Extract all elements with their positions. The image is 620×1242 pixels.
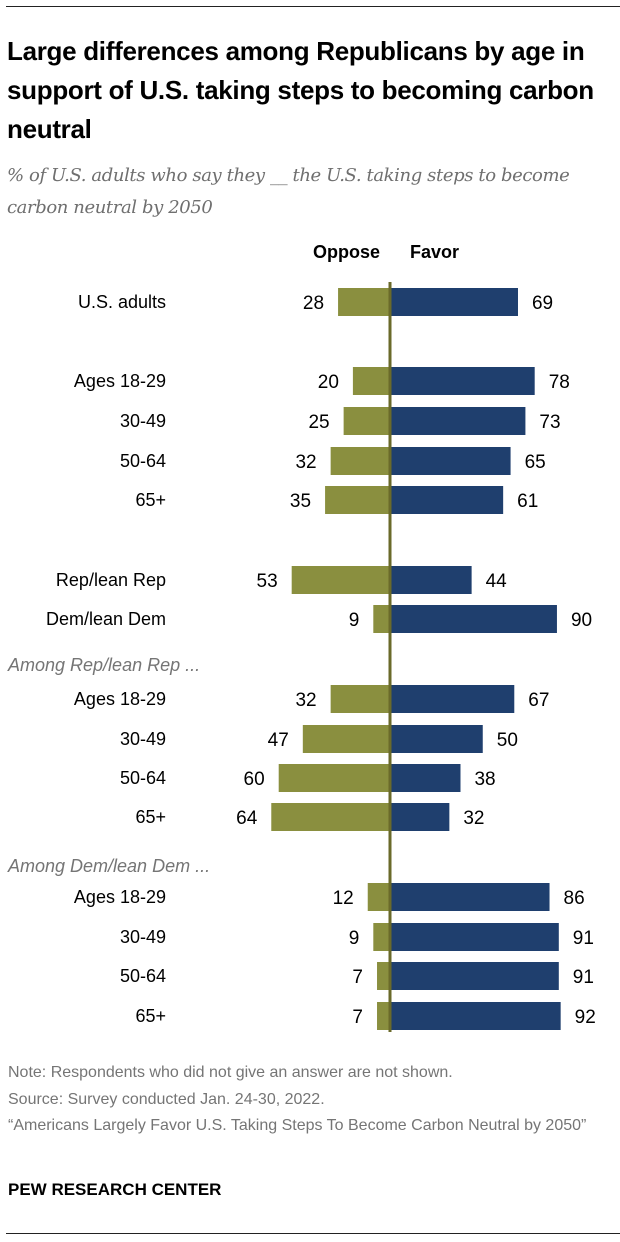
category-label: 30-49: [120, 411, 166, 431]
value-label-oppose: 9: [349, 610, 360, 631]
bar-oppose: [330, 685, 390, 713]
bar-oppose: [343, 407, 390, 435]
value-label-favor: 92: [575, 1007, 596, 1028]
value-label-oppose: 7: [352, 1007, 363, 1028]
chart-title: Large differences among Republicans by a…: [7, 36, 594, 144]
group-label: Among Rep/lean Rep ...: [7, 655, 200, 675]
diverging-bar-chart: Oppose Favor Among Rep/lean Rep ... Among D…: [7, 242, 596, 1032]
category-label: 50-64: [120, 451, 166, 471]
bar-oppose: [291, 566, 390, 594]
category-label: 50-64: [120, 966, 166, 986]
bar-oppose: [271, 803, 390, 831]
category-label: Dem/lean Dem: [46, 609, 166, 629]
category-label: 65+: [135, 1006, 166, 1026]
legend-oppose: Oppose: [313, 242, 380, 262]
category-label: 30-49: [120, 729, 166, 749]
category-label: 50-64: [120, 768, 166, 788]
bar-favor: [390, 803, 450, 831]
bar-oppose: [367, 883, 390, 911]
value-label-favor: 38: [474, 769, 495, 790]
bar-favor: [390, 407, 526, 435]
category-label: Ages 18-29: [74, 371, 166, 391]
value-label-favor: 91: [573, 967, 594, 988]
category-label: 65+: [135, 807, 166, 827]
bar-favor: [390, 1002, 561, 1030]
bar-oppose: [302, 725, 390, 753]
value-label-favor: 32: [463, 808, 484, 829]
bar-favor: [390, 566, 472, 594]
report-title: “Americans Largely Favor U.S. Taking Ste…: [8, 1117, 587, 1134]
bar-favor: [390, 883, 550, 911]
value-label-oppose: 53: [257, 571, 278, 592]
legend-favor: Favor: [410, 242, 459, 262]
bar-oppose: [338, 288, 390, 316]
bottom-rule: [6, 1233, 620, 1234]
value-label-oppose: 12: [333, 888, 354, 909]
value-label-oppose: 25: [308, 412, 329, 433]
value-label-oppose: 7: [352, 967, 363, 988]
group-label: Among Dem/lean Dem ...: [7, 856, 210, 876]
value-label-favor: 90: [571, 610, 592, 631]
value-label-oppose: 28: [303, 293, 324, 314]
value-label-favor: 69: [532, 293, 553, 314]
value-label-favor: 50: [497, 730, 518, 751]
value-label-oppose: 20: [318, 372, 339, 393]
value-label-favor: 61: [517, 491, 538, 512]
value-label-oppose: 64: [236, 808, 258, 829]
value-label-favor: 44: [486, 571, 508, 592]
value-label-favor: 78: [549, 372, 570, 393]
brand-logo-text: PEW RESEARCH CENTER: [8, 1180, 222, 1199]
chart-subtitle: % of U.S. adults who say they __ the U.S…: [7, 165, 570, 218]
value-label-favor: 65: [525, 452, 546, 473]
category-label: Ages 18-29: [74, 689, 166, 709]
value-label-favor: 73: [539, 412, 560, 433]
bar-oppose: [373, 605, 390, 633]
value-label-oppose: 60: [244, 769, 265, 790]
value-label-oppose: 35: [290, 491, 311, 512]
bar-oppose: [377, 962, 390, 990]
bar-favor: [390, 725, 483, 753]
bar-favor: [390, 923, 559, 951]
bar-favor: [390, 962, 559, 990]
bar-favor: [390, 486, 504, 514]
bar-oppose: [278, 764, 390, 792]
value-label-oppose: 47: [268, 730, 289, 751]
bar-favor: [390, 764, 461, 792]
bar-oppose: [352, 367, 390, 395]
bar-favor: [390, 447, 511, 475]
value-label-favor: 91: [573, 928, 594, 949]
category-label: U.S. adults: [78, 292, 166, 312]
category-label: Rep/lean Rep: [56, 570, 166, 590]
value-label-oppose: 32: [295, 452, 316, 473]
value-label-favor: 67: [528, 690, 549, 711]
notes: Note: Respondents who did not give an an…: [8, 1060, 608, 1140]
bar-favor: [390, 288, 518, 316]
bar-oppose: [325, 486, 390, 514]
bar-favor: [390, 685, 515, 713]
bar-oppose: [377, 1002, 390, 1030]
value-label-favor: 86: [564, 888, 585, 909]
bar-favor: [390, 367, 535, 395]
bar-favor: [390, 605, 557, 633]
category-label: 30-49: [120, 927, 166, 947]
value-label-oppose: 9: [349, 928, 360, 949]
note-text: Note: Respondents who did not give an an…: [8, 1064, 453, 1081]
value-label-oppose: 32: [295, 690, 316, 711]
category-label: Ages 18-29: [74, 887, 166, 907]
top-rule: [6, 6, 620, 7]
category-label: 65+: [135, 490, 166, 510]
source-text: Source: Survey conducted Jan. 24-30, 202…: [8, 1090, 325, 1108]
bar-oppose: [330, 447, 390, 475]
bar-oppose: [373, 923, 390, 951]
